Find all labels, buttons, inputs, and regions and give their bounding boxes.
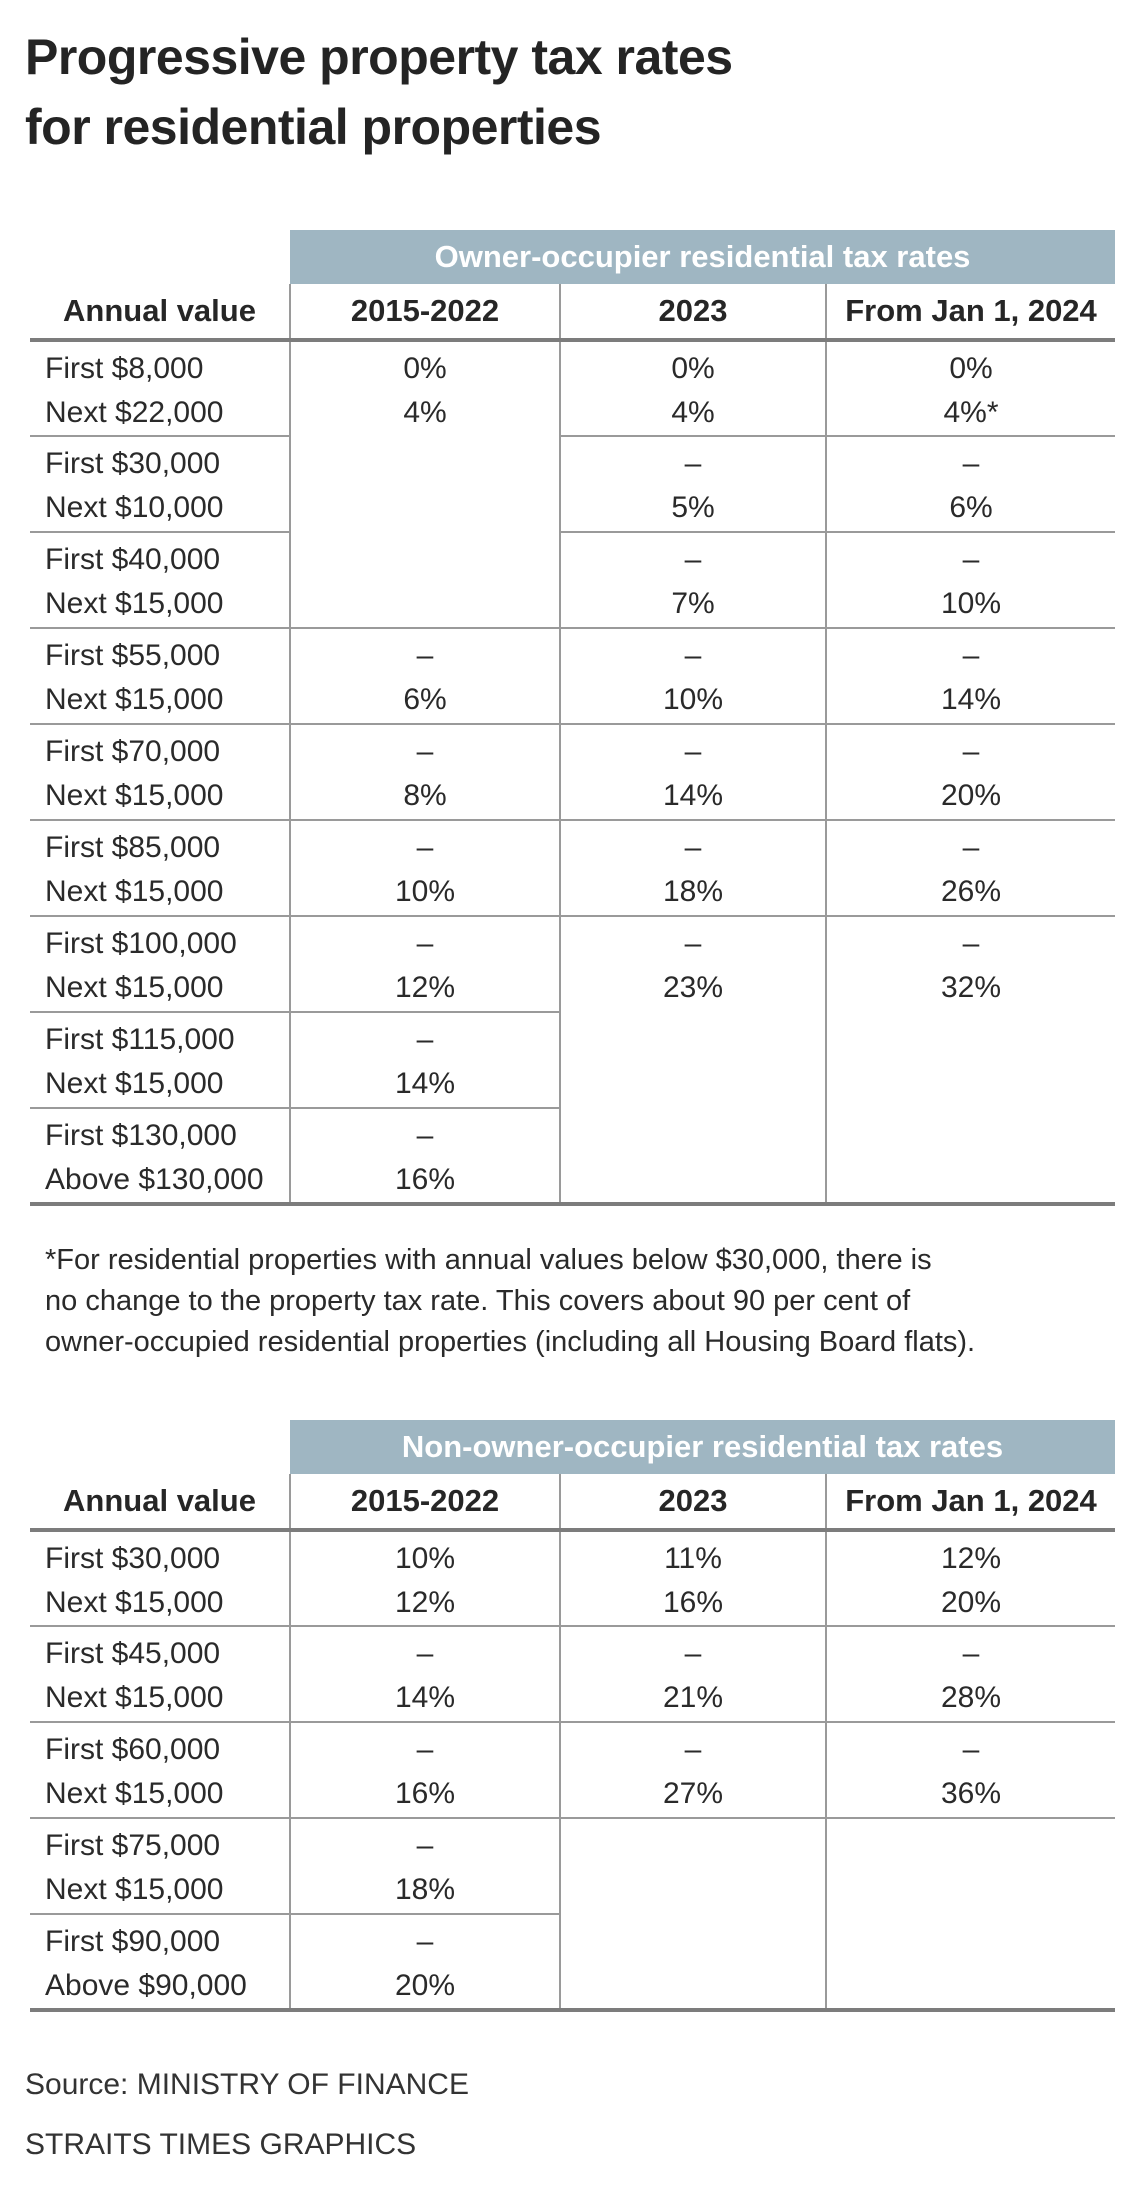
annual-value-cell: First $130,000 Above $130,000 [30, 1108, 290, 1206]
rate-cell: – 10% [824, 532, 1116, 629]
annual-value-cell: First $90,000 Above $90,000 [30, 1914, 290, 2012]
table-row: Owner-occupier residential tax rates [30, 230, 1116, 284]
band-spacer [30, 230, 290, 284]
annual-value-cell: First $100,000 Next $15,000 [30, 916, 290, 1013]
table-row: First $8,000 Next $22,000 0% 4% 0% 4% 0%… [30, 340, 1116, 629]
table-row: First $60,000 Next $15,000 – 16% – 27% –… [30, 1722, 1115, 1819]
rate-cell: – 28% [825, 1626, 1115, 1723]
rate-cell: – 16% [289, 1108, 560, 1206]
header-from-jan-2024: From Jan 1, 2024 [824, 284, 1116, 342]
rate-cell: – 21% [559, 1626, 826, 1723]
rate-cell [825, 1818, 1115, 2012]
rate-cell: – 14% [824, 628, 1116, 725]
rate-cell: 0% 4% [559, 340, 826, 437]
annual-value-cell: First $45,000 Next $15,000 [30, 1626, 290, 1723]
source-line: Source: MINISTRY OF FINANCE [25, 2068, 469, 2101]
annual-value-cell: First $70,000 Next $15,000 [30, 724, 290, 821]
table-row: First $85,000 Next $15,000 – 10% – 18% –… [30, 820, 1116, 917]
rate-cell: – 20% [289, 1914, 560, 2012]
annual-value-cell: First $30,000 Next $10,000 [30, 436, 290, 533]
table-row: First $30,000 Next $15,000 10% 12% 11% 1… [30, 1530, 1115, 1627]
non-owner-occupier-band-title: Non-owner-occupier residential tax rates [290, 1420, 1115, 1474]
table-row: Annual value 2015-2022 2023 From Jan 1, … [30, 284, 1116, 342]
header-from-jan-2024: From Jan 1, 2024 [825, 1474, 1115, 1532]
header-annual-value: Annual value [30, 284, 290, 342]
footnote: *For residential properties with annual … [45, 1244, 976, 1358]
rate-cell [559, 1818, 826, 2012]
annual-value-cell: First $85,000 Next $15,000 [30, 820, 290, 917]
rate-cell: – 5% [559, 436, 826, 533]
table-row: First $115,000 Next $15,000 – 14% [30, 1012, 1115, 1109]
table-row: Non-owner-occupier residential tax rates [30, 1420, 1115, 1474]
rate-cell: – 14% [559, 724, 826, 821]
non-owner-occupier-table: Non-owner-occupier residential tax rates… [30, 1420, 1115, 2012]
rate-cell: – 18% [559, 820, 826, 917]
table-row: First $55,000 Next $15,000 – 6% – 10% – … [30, 628, 1116, 725]
band-spacer [30, 1420, 290, 1474]
table-row: First $70,000 Next $15,000 – 8% – 14% – … [30, 724, 1116, 821]
rate-cell: – 36% [825, 1722, 1115, 1819]
rate-cell: – 23% [559, 916, 826, 1206]
graphics-credit-line: STRAITS TIMES GRAPHICS [25, 2128, 417, 2161]
table-row: First $30,000 Next $10,000 – 5% – 6% [30, 436, 1116, 533]
rate-cell: – 10% [289, 820, 560, 917]
rate-cell: 0% 4%* [824, 340, 1116, 437]
rate-cell: – 18% [289, 1818, 560, 1915]
page-title-line-2: for residential properties [25, 99, 602, 155]
owner-occupier-band-title: Owner-occupier residential tax rates [290, 230, 1116, 284]
source-credit: Source: MINISTRY OF FINANCE STRAITS TIME… [25, 2055, 469, 2175]
rate-cell: 11% 16% [559, 1530, 826, 1627]
annual-value-cell: First $30,000 Next $15,000 [30, 1530, 290, 1627]
rate-cell: – 14% [289, 1012, 560, 1109]
header-2023: 2023 [559, 1474, 826, 1532]
header-2015-2022: 2015-2022 [289, 284, 560, 342]
header-annual-value: Annual value [30, 1474, 290, 1532]
table-row: First $75,000 Next $15,000 – 18% [30, 1818, 1115, 2012]
table-row: First $90,000 Above $90,000 – 20% [30, 1914, 1115, 2012]
table-row: First $45,000 Next $15,000 – 14% – 21% –… [30, 1626, 1115, 1723]
annual-value-cell: First $40,000 Next $15,000 [30, 532, 290, 629]
page-title: Progressive property tax rates for resid… [25, 22, 733, 162]
table-row: First $40,000 Next $15,000 – 7% – 10% [30, 532, 1116, 629]
header-2015-2022: 2015-2022 [289, 1474, 560, 1532]
rate-cell: – 14% [289, 1626, 560, 1723]
table-row: First $100,000 Next $15,000 – 12% – 23% … [30, 916, 1116, 1206]
rate-cell: – 10% [559, 628, 826, 725]
table-row: First $130,000 Above $130,000 – 16% [30, 1108, 1115, 1206]
rate-cell: – 16% [289, 1722, 560, 1819]
annual-value-cell: First $8,000 Next $22,000 [30, 340, 290, 437]
header-2023: 2023 [559, 284, 826, 342]
rate-cell: 10% 12% [289, 1530, 560, 1627]
rate-cell: – 7% [559, 532, 826, 629]
rate-cell: 12% 20% [825, 1530, 1115, 1627]
annual-value-cell: First $75,000 Next $15,000 [30, 1818, 290, 1915]
rate-cell: – 6% [289, 628, 560, 725]
rate-cell: – 12% [289, 916, 560, 1013]
rate-cell: – 6% [824, 436, 1116, 533]
table-row: Annual value 2015-2022 2023 From Jan 1, … [30, 1474, 1115, 1532]
page-title-line-1: Progressive property tax rates [25, 29, 733, 85]
annual-value-cell: First $115,000 Next $15,000 [30, 1012, 290, 1109]
rate-cell: – 32% [824, 916, 1116, 1206]
annual-value-cell: First $60,000 Next $15,000 [30, 1722, 290, 1819]
rate-cell: – 27% [559, 1722, 826, 1819]
rate-cell: – 26% [824, 820, 1116, 917]
rate-cell: – 20% [824, 724, 1116, 821]
annual-value-cell: First $55,000 Next $15,000 [30, 628, 290, 725]
rate-cell: 0% 4% [289, 340, 560, 629]
owner-occupier-table: Owner-occupier residential tax rates Ann… [30, 230, 1116, 1206]
rate-cell: – 8% [289, 724, 560, 821]
